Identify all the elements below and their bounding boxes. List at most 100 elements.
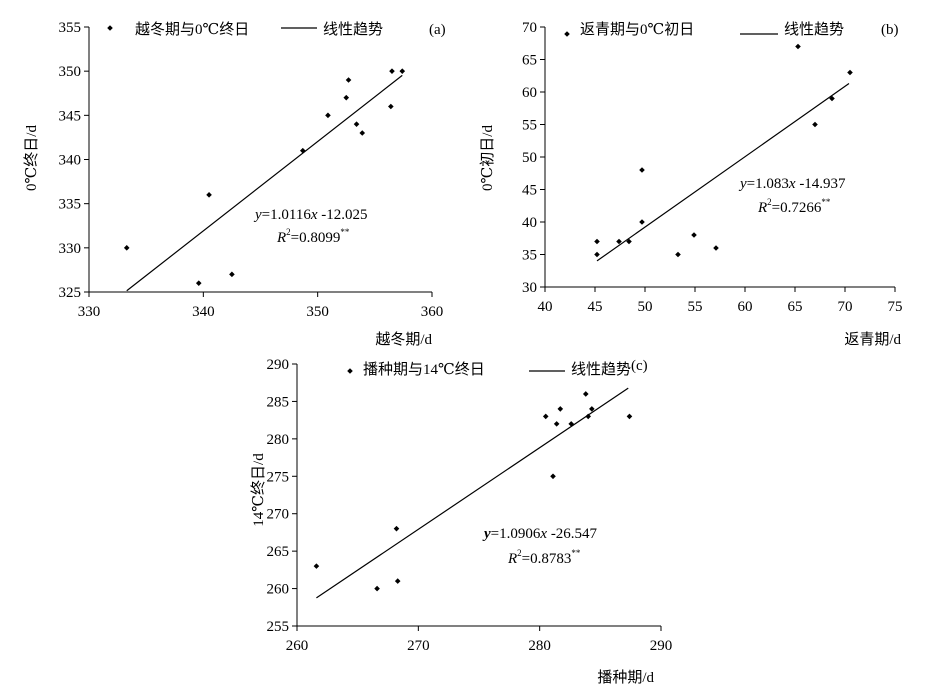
x-tick-label-b: 75 (888, 299, 903, 315)
panel-label-b: (b) (881, 22, 899, 38)
data-point-b (691, 232, 697, 238)
legend-points-label-b: 返青期与0℃初日 (580, 21, 694, 38)
y-tick-label-b: 65 (522, 53, 537, 69)
y-tick-label-b: 55 (522, 118, 537, 134)
eq-y-a: y (253, 207, 262, 223)
data-point-c (313, 563, 320, 569)
trend-line-b (596, 83, 850, 262)
x-tick-label-c: 270 (407, 638, 430, 654)
y-tick-label-b: 40 (522, 215, 537, 231)
data-point-a (345, 77, 352, 83)
r2-r-a: R (276, 230, 286, 246)
y-tick-label-b: 45 (522, 183, 537, 199)
data-point-a (353, 121, 360, 127)
y-axis-label-b: 0℃初日/d (479, 125, 496, 191)
x-tick-label-c: 280 (528, 638, 551, 654)
x-tick-label-a: 360 (421, 304, 444, 320)
data-point-b (626, 238, 632, 245)
data-point-b (713, 245, 719, 251)
equation-c: y=1.0906x -26.547 (482, 526, 598, 542)
data-point-c (582, 391, 589, 397)
eq-coef-c: =1.0906 (491, 526, 541, 542)
data-point-c (542, 413, 549, 420)
r2-sup-b: 2 (767, 197, 772, 207)
data-point-a (300, 147, 306, 154)
data-point-a (123, 245, 130, 251)
y-tick-label-b: 50 (522, 150, 537, 166)
data-point-c (393, 525, 400, 532)
data-point-b (812, 121, 818, 128)
eq-int-b: -14.937 (796, 176, 846, 192)
eq-int-a: -12.025 (318, 207, 368, 223)
y-tick-label-b: 60 (522, 85, 537, 101)
y-tick-label-c: 275 (267, 469, 290, 485)
data-point-a (195, 280, 202, 286)
r2-a: R2=0.8099** (276, 227, 350, 246)
eq-y-b: y (738, 176, 747, 192)
data-point-c (568, 421, 575, 427)
data-point-c (374, 585, 380, 592)
y-tick-label-a: 340 (59, 153, 82, 169)
y-tick-label-a: 335 (59, 197, 82, 213)
data-point-a (389, 68, 395, 74)
y-tick-label-c: 260 (267, 582, 290, 598)
r2-stars-c: ** (571, 548, 581, 558)
data-point-b (675, 251, 681, 258)
x-tick-label-b: 50 (638, 299, 653, 315)
y-tick-label-c: 265 (267, 544, 290, 560)
y-tick-label-c: 280 (267, 432, 290, 448)
x-axis-label-c: 播种期/d (597, 669, 654, 686)
eq-int-c: -26.547 (547, 526, 597, 542)
eq-y-c: y (482, 526, 491, 542)
data-point-a (206, 192, 212, 198)
y-tick-label-c: 255 (267, 619, 290, 635)
eq-coef-a: =1.0116 (262, 207, 312, 223)
r2-b: R2=0.7266** (757, 197, 831, 216)
legend-trend-label-b: 线性趋势 (784, 21, 844, 38)
equation-b: y=1.083x -14.937 (738, 176, 846, 192)
r2-stars-b: ** (821, 197, 831, 207)
r2-sup-a: 2 (286, 227, 291, 237)
legend-point-marker-a (107, 25, 113, 31)
x-tick-label-c: 290 (650, 638, 673, 654)
data-point-b (847, 69, 853, 76)
legend-trend-label-a: 线性趋势 (323, 21, 383, 38)
panel-c: 播种期与14℃终日 线性趋势 (c) y=1.0906x -26.547 R2=… (250, 357, 672, 686)
y-tick-label-c: 285 (267, 394, 290, 410)
r2-c: R2=0.8783** (507, 548, 581, 567)
eq-x-b: x (788, 176, 796, 192)
data-point-a (343, 94, 350, 101)
r2-val-a: =0.8099 (291, 230, 341, 246)
legend-points-label-c: 播种期与14℃终日 (363, 361, 485, 378)
legend-points-label-a: 越冬期与0℃终日 (135, 21, 249, 38)
x-axis-label-a: 越冬期/d (375, 331, 432, 348)
x-axis-label-b: 返青期/d (844, 331, 901, 348)
x-tick-label-a: 330 (78, 304, 101, 320)
x-tick-label-b: 40 (538, 299, 553, 315)
x-tick-label-a: 340 (192, 304, 215, 320)
y-tick-label-c: 270 (267, 507, 290, 523)
panel-a: 越冬期与0℃终日 线性趋势 (a) y=1.0116x -12.025 R2=0… (23, 20, 446, 348)
y-tick-label-a: 355 (59, 20, 82, 36)
eq-x-a: x (310, 207, 318, 223)
y-tick-label-a: 330 (59, 241, 82, 257)
x-tick-label-a: 350 (306, 304, 329, 320)
y-tick-label-a: 345 (59, 108, 82, 124)
trend-line-a (126, 74, 403, 292)
r2-sup-c: 2 (517, 548, 522, 558)
r2-val-c: =0.8783 (522, 551, 572, 567)
legend-trend-label-c: 线性趋势 (571, 361, 631, 378)
panel-b: 返青期与0℃初日 线性趋势 (b) y=1.083x -14.937 R2=0.… (479, 20, 903, 348)
data-point-c (589, 406, 595, 412)
data-point-c (626, 413, 633, 420)
x-tick-label-b: 45 (588, 299, 603, 315)
y-tick-label-a: 350 (59, 64, 82, 80)
r2-r-c: R (507, 551, 517, 567)
y-tick-label-c: 290 (267, 357, 290, 373)
data-point-a (388, 103, 394, 110)
data-point-c (585, 413, 591, 420)
data-point-c (394, 578, 401, 584)
x-tick-label-b: 70 (838, 299, 853, 315)
data-point-b (829, 95, 835, 102)
